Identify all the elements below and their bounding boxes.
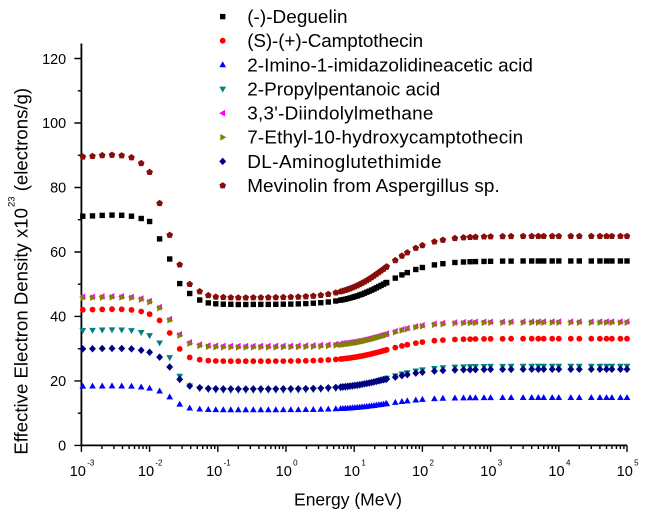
svg-text:(-)-Deguelin: (-)-Deguelin [247, 7, 347, 28]
svg-text:40: 40 [50, 310, 66, 326]
svg-text:Effective Electron Density x10: Effective Electron Density x1023 (electr… [7, 88, 32, 455]
svg-text:20: 20 [50, 374, 66, 390]
svg-text:100: 100 [42, 116, 66, 132]
svg-text:2-Propylpentanoic acid: 2-Propylpentanoic acid [247, 79, 440, 100]
svg-text:60: 60 [50, 245, 66, 261]
svg-text:3,3'-Diindolylmethane: 3,3'-Diindolylmethane [247, 104, 433, 125]
svg-text:120: 120 [42, 52, 66, 68]
svg-text:0: 0 [58, 439, 66, 455]
svg-text:Mevinolin from Aspergillus sp.: Mevinolin from Aspergillus sp. [247, 176, 500, 197]
svg-text:Energy (MeV): Energy (MeV) [294, 489, 402, 509]
svg-text:80: 80 [50, 181, 66, 197]
svg-text:(S)-(+)-Camptothecin: (S)-(+)-Camptothecin [247, 31, 423, 52]
svg-text:DL-Aminoglutethimide: DL-Aminoglutethimide [247, 152, 441, 173]
svg-text:7-Ethyl-10-hydroxycamptothecin: 7-Ethyl-10-hydroxycamptothecin [247, 128, 523, 149]
svg-text:2-Imino-1-imidazolidineacetic: 2-Imino-1-imidazolidineacetic acid [247, 55, 533, 76]
